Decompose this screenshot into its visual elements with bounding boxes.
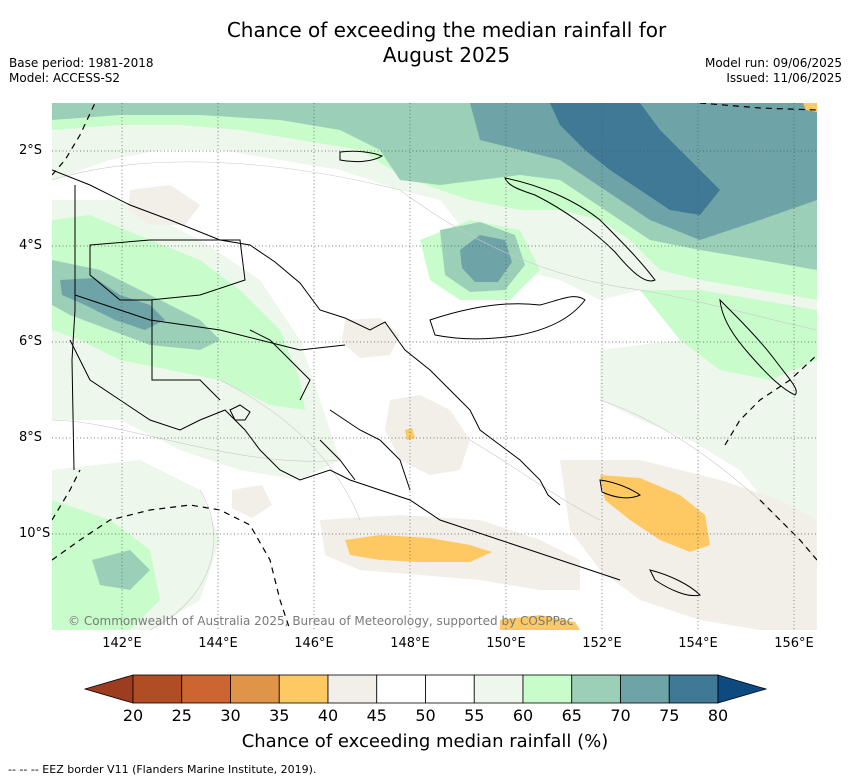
contour-55-60-east bbox=[600, 340, 817, 560]
eez-line bbox=[52, 103, 96, 176]
colorbar-cell bbox=[620, 674, 670, 704]
new-guinea-north-coast bbox=[52, 169, 561, 506]
longitude-label: 148°E bbox=[390, 636, 430, 651]
fly-river-delta bbox=[229, 404, 251, 421]
contour-line bbox=[52, 161, 817, 331]
colorbar-tick-label: 25 bbox=[171, 706, 192, 725]
colorbar-cells bbox=[132, 674, 719, 704]
new-guinea-south-coast bbox=[69, 339, 621, 581]
base-period: Base period: 1981-2018 bbox=[9, 56, 154, 70]
colorbar-tick-label: 65 bbox=[561, 706, 582, 725]
border-line bbox=[71, 185, 76, 471]
model-name: Model: ACCESS-S2 bbox=[9, 71, 121, 85]
new-ireland bbox=[504, 177, 656, 282]
longitude-label: 154°E bbox=[678, 636, 718, 651]
contour-70-75-mid bbox=[460, 235, 512, 282]
longitude-label: 146°E bbox=[294, 636, 334, 651]
eez-borders bbox=[52, 103, 817, 630]
colorbar-tick-label: 40 bbox=[317, 706, 339, 725]
eez-legend: -- -- -- EEZ border V11 (Flanders Marine… bbox=[8, 763, 317, 776]
boundaries bbox=[71, 185, 411, 491]
issued-date: Issued: 11/06/2025 bbox=[726, 71, 842, 85]
contour-35-40-small bbox=[405, 428, 415, 440]
colorbar-tick-label: 35 bbox=[269, 706, 290, 725]
contour-35-40-bottom bbox=[500, 615, 580, 630]
border-line bbox=[74, 294, 346, 351]
latitude-label: 10°S bbox=[19, 526, 51, 541]
colorbar-cell bbox=[473, 674, 524, 704]
colorbar-title: Chance of exceeding median rainfall (%) bbox=[241, 731, 609, 752]
colorbar-tick-label: 30 bbox=[220, 706, 241, 725]
contour-35-40-south bbox=[345, 535, 492, 562]
contour-line bbox=[469, 439, 601, 521]
colorbar-tick-label: 80 bbox=[707, 706, 729, 725]
manus-island bbox=[339, 150, 384, 163]
colorbar-cell bbox=[278, 674, 329, 704]
title-line-2: August 2025 bbox=[382, 43, 511, 67]
meta-right: Model run: 09/06/2025 Issued: 11/06/2025 bbox=[705, 56, 842, 86]
eez-line bbox=[699, 103, 817, 111]
colorbar-cell bbox=[230, 674, 280, 704]
colorbar-cell bbox=[522, 674, 573, 704]
colorbar-cell bbox=[132, 674, 183, 704]
longitude-label: 152°E bbox=[582, 636, 622, 651]
colorbar-high-arrow bbox=[717, 674, 768, 704]
eez-line bbox=[52, 504, 291, 630]
new-britain bbox=[429, 296, 586, 340]
longitude-label: 142°E bbox=[102, 636, 142, 651]
colorbar-cell bbox=[376, 674, 426, 704]
colorbar-cell bbox=[571, 674, 621, 704]
border-line bbox=[249, 329, 311, 401]
map-title: Chance of exceeding the median rainfall … bbox=[0, 18, 850, 68]
eez-line bbox=[759, 499, 817, 561]
colorbar-tick-label: 50 bbox=[415, 706, 436, 725]
border-line bbox=[319, 439, 356, 481]
contour-35-40-southeast bbox=[600, 475, 710, 552]
eez-line bbox=[724, 354, 817, 446]
colorbar-cell bbox=[425, 674, 475, 704]
colorbar-tick-label: 60 bbox=[512, 706, 534, 725]
contour-line bbox=[219, 379, 361, 521]
colorbar-tick-label: 75 bbox=[659, 706, 680, 725]
model-run: Model run: 09/06/2025 bbox=[704, 56, 842, 70]
colorbar bbox=[83, 674, 768, 704]
gridlines bbox=[52, 103, 817, 630]
colorbar-cell bbox=[668, 674, 719, 704]
contour-75-80-north bbox=[550, 103, 720, 215]
contour-65-70-southwest bbox=[92, 550, 150, 590]
colorbar-tick-label: 20 bbox=[122, 706, 144, 725]
map-area bbox=[52, 103, 817, 630]
longitude-label: 144°E bbox=[198, 636, 238, 651]
contour-70-75-west bbox=[60, 278, 165, 330]
border-line bbox=[89, 239, 246, 301]
longitude-label: 156°E bbox=[774, 636, 814, 651]
colorbar-cell bbox=[181, 674, 231, 704]
colorbar-tick-label: 55 bbox=[464, 706, 485, 725]
bougainville bbox=[719, 298, 797, 396]
longitude-label: 150°E bbox=[486, 636, 526, 651]
contour-line bbox=[52, 419, 341, 462]
meta-left: Base period: 1981-2018 Model: ACCESS-S2 bbox=[9, 56, 154, 86]
border-line bbox=[151, 300, 221, 401]
contour-40-45-centre-north bbox=[342, 318, 400, 358]
colorbar-cell bbox=[327, 674, 378, 704]
contour-40-45-central bbox=[385, 395, 470, 475]
title-line-1: Chance of exceeding the median rainfall … bbox=[226, 18, 667, 42]
latitude-label: 8°S bbox=[19, 430, 43, 445]
latitude-label: 4°S bbox=[19, 238, 43, 253]
colorbar-tick-label: 45 bbox=[366, 706, 387, 725]
border-line bbox=[329, 409, 411, 491]
copyright-note: © Commonwealth of Australia 2025, Bureau… bbox=[68, 614, 574, 628]
contour-40-45-southwest bbox=[232, 485, 272, 518]
latitude-label: 2°S bbox=[19, 143, 43, 158]
d-entrecasteaux bbox=[599, 479, 641, 499]
eez-line bbox=[52, 469, 81, 521]
colorbar-low-arrow bbox=[83, 674, 134, 704]
latitude-label: 6°S bbox=[19, 334, 43, 349]
coastlines bbox=[52, 150, 797, 597]
contour-40-45-northwest bbox=[128, 185, 200, 225]
colorbar-tick-label: 70 bbox=[610, 706, 631, 725]
louisiade bbox=[649, 569, 701, 597]
